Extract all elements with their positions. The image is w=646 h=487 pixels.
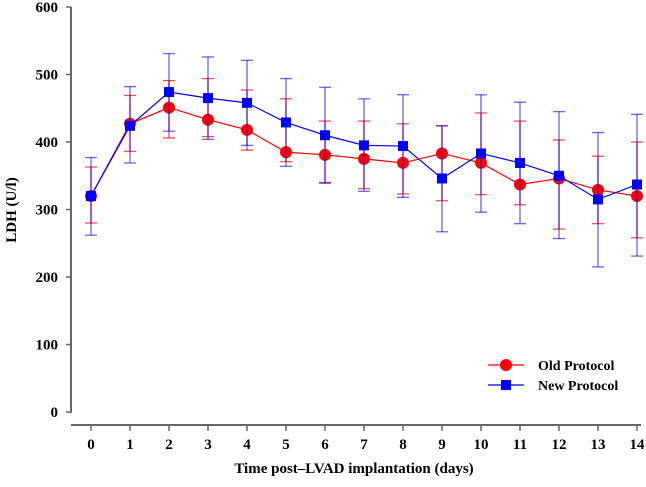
x-tick-label: 0 xyxy=(87,437,95,453)
data-point xyxy=(515,157,525,168)
x-tick-label: 13 xyxy=(591,437,606,453)
y-tick-label: 500 xyxy=(36,68,59,84)
y-tick-label: 400 xyxy=(36,135,59,151)
data-point xyxy=(164,87,174,98)
legend: Old Protocol New Protocol xyxy=(488,359,618,394)
x-tick-label: 2 xyxy=(165,437,173,453)
x-tick-label: 12 xyxy=(552,437,567,453)
data-point xyxy=(359,140,369,151)
y-tick-label: 600 xyxy=(36,0,59,16)
x-tick-label: 6 xyxy=(321,437,329,453)
x-tick-label: 8 xyxy=(399,437,407,453)
data-point xyxy=(281,117,291,128)
data-point xyxy=(125,120,135,131)
series-new-protocol xyxy=(85,52,643,268)
data-point xyxy=(476,148,486,159)
legend-marker-new xyxy=(501,380,511,390)
y-tick-label: 0 xyxy=(51,405,59,421)
x-tick-label: 3 xyxy=(204,437,212,453)
data-point xyxy=(320,130,330,141)
y-tick-label: 100 xyxy=(36,338,59,354)
data-point xyxy=(86,191,96,201)
x-tick-label: 7 xyxy=(360,437,368,453)
data-point xyxy=(593,194,603,205)
data-point xyxy=(242,97,252,108)
data-point xyxy=(632,179,642,190)
y-tick-label: 300 xyxy=(36,203,59,219)
x-tick-label: 11 xyxy=(513,437,527,453)
y-tick-label: 200 xyxy=(36,270,59,286)
data-point xyxy=(398,141,408,152)
x-tick-label: 5 xyxy=(282,437,290,453)
x-tick-label: 14 xyxy=(630,437,646,453)
x-tick-label: 10 xyxy=(474,437,489,453)
legend-label-new: New Protocol xyxy=(538,379,618,394)
legend-marker-old xyxy=(500,359,512,371)
data-point xyxy=(437,173,447,184)
data-point xyxy=(554,170,564,181)
x-tick-label: 1 xyxy=(126,437,134,453)
x-tick-label: 9 xyxy=(438,437,446,453)
x-axis-label: Time post–LVAD implantation (days) xyxy=(234,461,473,477)
data-point xyxy=(203,93,213,104)
legend-label-old: Old Protocol xyxy=(538,359,614,374)
x-tick-label: 4 xyxy=(243,437,251,453)
y-axis-label: LDH (U/l) xyxy=(4,177,20,242)
